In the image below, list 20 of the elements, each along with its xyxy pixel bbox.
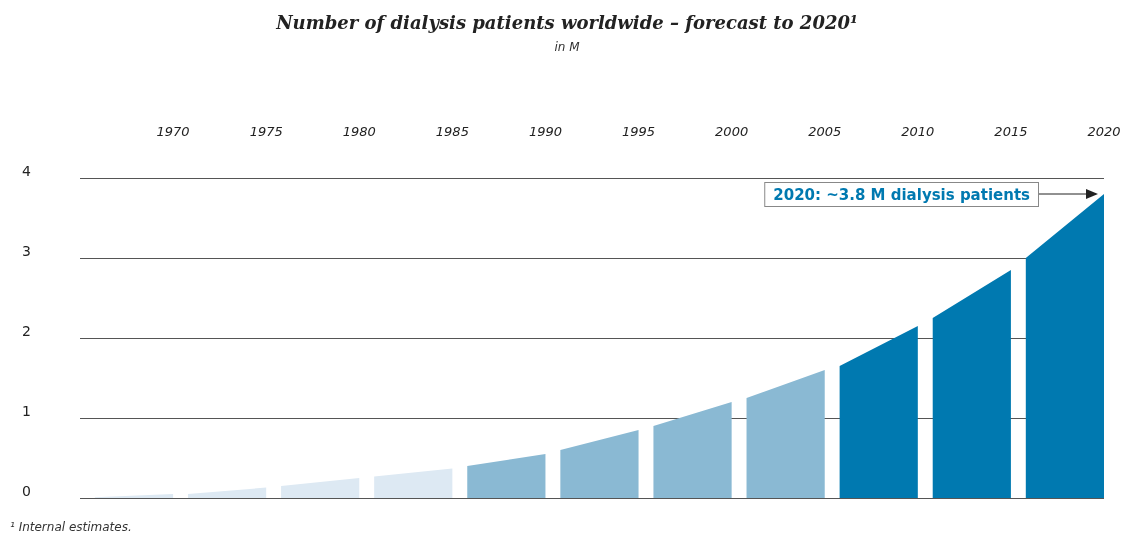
x-tick-label: 1975 [249, 124, 283, 139]
chart-subtitle: in M [554, 40, 581, 54]
x-tick-label: 1970 [156, 124, 190, 139]
y-tick-label: 4 [22, 163, 31, 179]
x-tick-label: 1990 [528, 124, 562, 139]
y-tick-label: 0 [22, 483, 31, 499]
x-tick-label: 1980 [342, 124, 376, 139]
x-tick-label: 1985 [435, 124, 469, 139]
x-tick-label: 2005 [808, 124, 842, 139]
annotation: 2020: ~3.8 M dialysis patients [773, 185, 1031, 204]
text: ¹ Internal estimates. [10, 520, 132, 534]
x-tick-label: 2020 [1087, 124, 1121, 139]
y-tick-label: 2 [22, 323, 31, 339]
x-tick-label: 2015 [994, 124, 1028, 139]
x-tick-label: 1995 [622, 124, 656, 139]
x-tick-label: 2000 [715, 124, 749, 139]
y-tick-label: 1 [22, 403, 31, 419]
chart-title: Number of dialysis patients worldwide – forecast to 2020¹ [275, 11, 858, 33]
x-tick-label: 2010 [901, 124, 935, 139]
y-tick-label: 3 [22, 243, 31, 259]
